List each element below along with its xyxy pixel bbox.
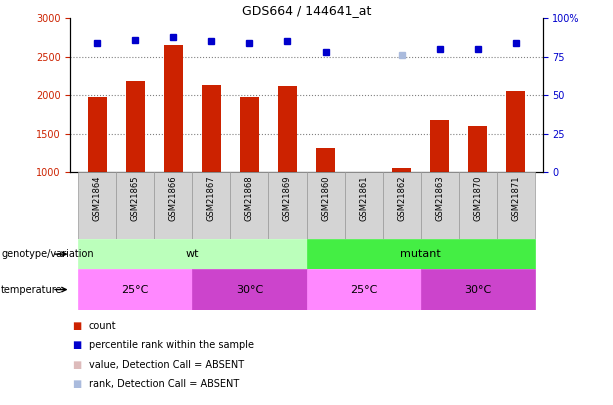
Bar (392, 168, 411, 172)
Bar (78, 172, 116, 239)
Text: GSM21870: GSM21870 (473, 175, 482, 221)
Text: ■: ■ (72, 360, 82, 370)
Text: 25°C: 25°C (350, 285, 377, 294)
Text: GSM21861: GSM21861 (359, 175, 368, 221)
Text: rank, Detection Call = ABSENT: rank, Detection Call = ABSENT (89, 379, 239, 389)
Text: GSM21860: GSM21860 (321, 175, 330, 221)
Bar (421, 172, 459, 239)
Text: 30°C: 30°C (236, 285, 263, 294)
Bar (316, 147, 335, 172)
Text: GSM21862: GSM21862 (397, 175, 406, 221)
Text: count: count (89, 321, 116, 331)
Bar (268, 172, 306, 239)
Bar (459, 172, 497, 239)
Bar (240, 97, 259, 172)
Text: GSM21866: GSM21866 (169, 175, 178, 221)
Text: mutant: mutant (400, 249, 441, 259)
Bar (278, 86, 297, 172)
Text: GSM21865: GSM21865 (131, 175, 140, 221)
Bar (230, 172, 268, 239)
Text: wt: wt (186, 249, 199, 259)
Bar (164, 45, 183, 172)
Text: ■: ■ (72, 341, 82, 350)
Text: GSM21867: GSM21867 (207, 175, 216, 221)
Text: 30°C: 30°C (464, 285, 492, 294)
Title: GDS664 / 144641_at: GDS664 / 144641_at (242, 4, 371, 17)
Text: GSM21864: GSM21864 (93, 175, 102, 221)
Bar (430, 120, 449, 172)
Bar (421, 269, 535, 310)
Text: 25°C: 25°C (121, 285, 149, 294)
Bar (126, 81, 145, 172)
Bar (306, 269, 421, 310)
Bar (383, 172, 421, 239)
Bar (468, 126, 487, 172)
Bar (506, 91, 525, 172)
Bar (306, 172, 345, 239)
Text: ■: ■ (72, 379, 82, 389)
Bar (78, 269, 192, 310)
Text: GSM21869: GSM21869 (283, 175, 292, 221)
Text: GSM21871: GSM21871 (511, 175, 520, 221)
Bar (497, 172, 535, 239)
Text: temperature: temperature (1, 285, 63, 294)
Text: GSM21863: GSM21863 (435, 175, 444, 221)
Bar (192, 172, 230, 239)
Text: GSM21868: GSM21868 (245, 175, 254, 221)
Text: genotype/variation: genotype/variation (1, 249, 94, 259)
Text: percentile rank within the sample: percentile rank within the sample (89, 341, 254, 350)
Bar (116, 172, 154, 239)
Bar (192, 269, 306, 310)
Bar (345, 172, 383, 239)
Text: value, Detection Call = ABSENT: value, Detection Call = ABSENT (89, 360, 244, 370)
Text: ■: ■ (72, 321, 82, 331)
Bar (154, 172, 192, 239)
Bar (202, 85, 221, 172)
Bar (306, 239, 535, 269)
Bar (88, 97, 107, 172)
Bar (78, 239, 306, 269)
